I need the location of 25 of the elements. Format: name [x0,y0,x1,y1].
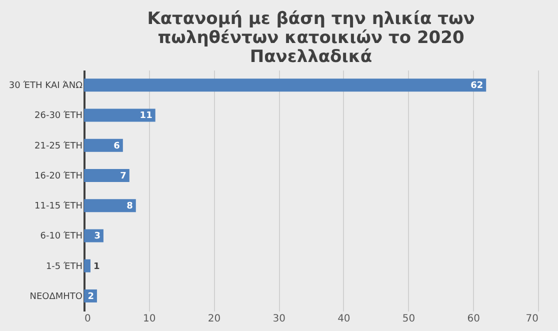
data-label: 7 [120,171,126,182]
data-label: 62 [470,81,484,92]
y-tick-label: 11-15 ΈΤΗ [34,200,82,212]
data-label: 2 [88,292,94,302]
x-tick-label: 60 [467,314,480,324]
y-tick-label: 21-25 ΈΤΗ [34,140,82,152]
data-label: 6 [114,141,120,152]
y-tick-label: 1-5 ΈΤΗ [46,260,82,272]
y-tick-label: 30 ΈΤΗ ΚΑΙ ΆΝΩ [8,80,83,92]
x-tick-label: 0 [84,314,91,324]
data-label: 3 [94,232,100,242]
x-tick-label: 20 [208,314,221,324]
data-label: 1 [93,262,100,272]
y-tick-label: 26-30 ΈΤΗ [34,110,82,122]
x-tick-label: 30 [272,314,286,324]
x-tick-label: 40 [338,314,350,324]
y-tick-label: 16-20 ΈΤΗ [34,170,82,182]
data-label: 8 [126,202,133,212]
chart-title: Κατανομή με βάση την ηλικία των πωληθέντων κατοικιών το 2020 Πανελλαδικά [147,9,475,67]
x-tick-label: 50 [402,314,416,324]
x-tick-label: 70 [526,314,538,324]
y-tick-label: 6-10 ΈΤΗ [40,230,82,242]
data-label: 11 [140,111,152,122]
x-tick-label: 10 [142,314,156,324]
y-tick-label: ΝΕΟΔΜΗΤΟ [30,292,82,302]
